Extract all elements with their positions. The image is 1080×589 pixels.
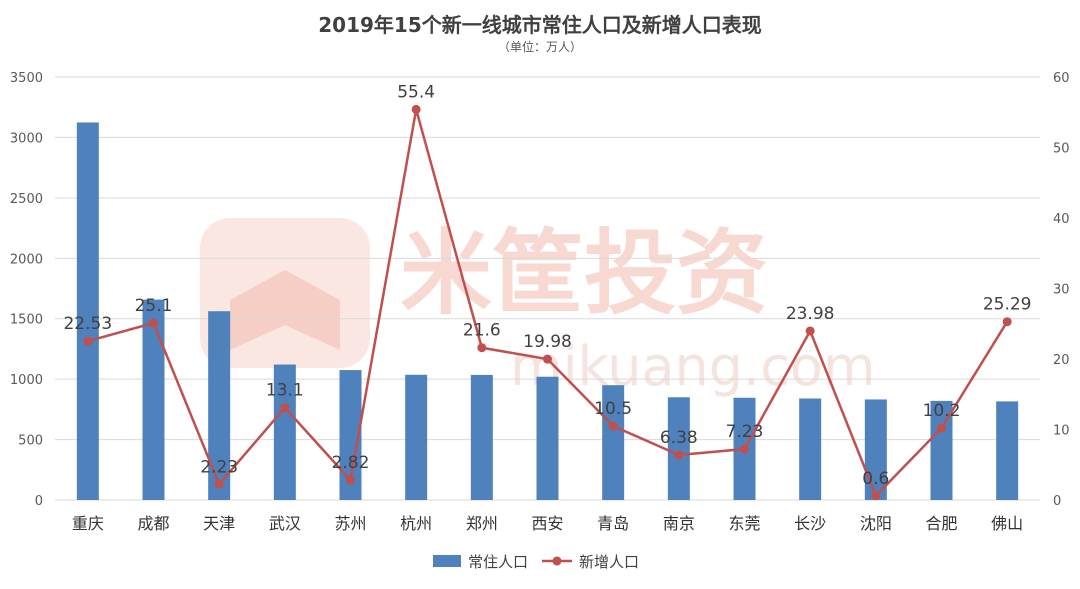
x-category-label: 佛山	[991, 514, 1023, 533]
line-point	[805, 326, 815, 336]
data-label: 10.5	[594, 399, 632, 419]
bar	[536, 376, 559, 500]
x-category-label: 东莞	[728, 514, 760, 533]
line-point	[477, 343, 487, 353]
data-label: 25.29	[983, 295, 1032, 315]
data-label: 2.82	[332, 453, 370, 473]
y-axis-right: 0 10 20 30 40 50 60	[1053, 71, 1070, 509]
bar	[76, 122, 99, 500]
x-category-label: 沈阳	[860, 514, 892, 533]
data-label: 10.2	[923, 401, 961, 421]
legend-swatch-marker	[552, 556, 562, 566]
x-category-label: 合肥	[925, 514, 957, 533]
data-labels: 22.53 25.1 2.23 13.1 2.82 55.4 21.6 19.98 10.5 6.…	[63, 82, 1031, 488]
line-point	[608, 421, 618, 431]
data-label: 19.98	[523, 332, 572, 352]
legend-swatch-bar	[433, 555, 461, 567]
bar	[602, 385, 625, 500]
y-right-tick-label: 0	[1053, 494, 1061, 509]
line-point	[1002, 317, 1012, 327]
watermark-book-icon	[230, 270, 340, 350]
bar	[339, 370, 362, 500]
y-right-tick-label: 50	[1053, 142, 1070, 157]
data-label: 13.1	[266, 381, 304, 401]
bar	[864, 399, 887, 500]
bar	[273, 364, 296, 500]
watermark: 米筐投资 mikuang.com	[200, 218, 876, 398]
x-axis-categories: 重庆 成都 天津 武汉 苏州 杭州 郑州 西安 青岛 南京 东莞 长沙 沈阳 合肥 佛山	[72, 514, 1023, 533]
y-left-tick-label: 3000	[10, 131, 43, 146]
watermark-brand: 米筐投资	[400, 220, 768, 327]
y-right-tick-label: 10	[1053, 424, 1070, 439]
y-left-tick-label: 1000	[10, 373, 43, 388]
bar-series	[76, 122, 1019, 500]
bar	[470, 374, 493, 500]
bar	[996, 401, 1019, 500]
data-label: 55.4	[397, 82, 435, 102]
x-category-label: 西安	[531, 514, 563, 533]
bar	[799, 398, 822, 500]
y-left-tick-label: 3500	[10, 71, 43, 86]
legend: 常住人口 新增人口	[433, 553, 639, 571]
line-series	[83, 104, 1012, 501]
data-label: 25.1	[135, 296, 173, 316]
x-category-label: 武汉	[269, 514, 301, 533]
y-right-tick-label: 20	[1053, 353, 1070, 368]
line-point	[937, 423, 946, 433]
legend-label-bar: 常住人口	[468, 553, 528, 571]
y-right-tick-label: 60	[1053, 71, 1070, 86]
watermark-url: mikuang.com	[510, 335, 876, 398]
line-point	[871, 491, 881, 501]
bar	[667, 397, 690, 500]
data-label: 21.6	[463, 321, 501, 341]
y-left-tick-label: 0	[35, 494, 43, 509]
x-category-label: 苏州	[334, 514, 366, 533]
x-category-label: 成都	[137, 514, 169, 533]
legend-label-line: 新增人口	[579, 553, 639, 571]
x-category-label: 长沙	[794, 514, 826, 533]
chart-subtitle: （单位：万人）	[498, 39, 582, 54]
x-category-label: 南京	[663, 514, 695, 533]
data-label: 22.53	[63, 314, 112, 334]
y-right-tick-label: 40	[1053, 212, 1070, 227]
line-point	[83, 336, 93, 346]
line-point	[740, 444, 749, 454]
data-label: 0.6	[862, 469, 889, 489]
data-label: 6.38	[660, 428, 698, 448]
y-left-tick-label: 2000	[10, 252, 43, 267]
bar	[142, 299, 165, 500]
y-left-tick-label: 2500	[10, 192, 43, 207]
y-left-tick-label: 1500	[10, 313, 43, 328]
bar	[930, 400, 953, 500]
data-label: 2.23	[200, 457, 238, 477]
line-point	[543, 354, 552, 364]
line-point	[411, 104, 421, 114]
y-right-tick-label: 30	[1053, 283, 1070, 298]
x-category-label: 天津	[203, 514, 235, 533]
line-point	[280, 403, 290, 413]
y-left-tick-label: 500	[18, 434, 43, 449]
bar	[405, 374, 428, 500]
x-category-label: 郑州	[466, 514, 498, 533]
line-point	[674, 450, 684, 460]
line-point	[214, 479, 224, 489]
y-axis-left: 0 500 1000 1500 2000 2500 3000 3500	[10, 71, 43, 509]
x-category-label: 青岛	[597, 514, 629, 533]
line-point	[346, 475, 355, 485]
chart-title: 2019年15个新一线城市常住人口及新增人口表现	[318, 13, 762, 37]
line-point	[149, 318, 158, 328]
data-label: 23.98	[786, 304, 835, 324]
x-category-label: 重庆	[72, 514, 104, 533]
bar	[208, 311, 231, 500]
data-label: 7.23	[726, 422, 764, 442]
x-category-label: 杭州	[400, 514, 432, 533]
